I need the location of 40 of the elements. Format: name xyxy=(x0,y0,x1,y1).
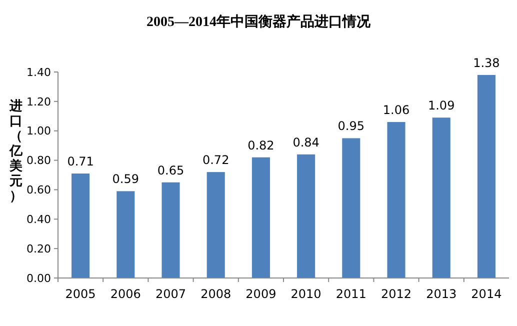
y-tick-label: 0.00 xyxy=(26,272,51,285)
bar xyxy=(116,191,135,278)
x-tick-label: 2006 xyxy=(110,287,141,301)
y-axis-title: 进口（亿美元） xyxy=(8,99,24,204)
x-tick-label: 2009 xyxy=(246,287,276,301)
data-label: 0.72 xyxy=(202,153,230,168)
y-tick-label: 0.20 xyxy=(26,242,51,256)
data-label: 0.65 xyxy=(157,163,184,178)
x-tick-label: 2014 xyxy=(471,287,502,301)
x-tick-label: 2010 xyxy=(290,287,322,301)
bar xyxy=(252,157,270,278)
x-tick-label: 2005 xyxy=(65,287,96,301)
y-tick-label: 0.40 xyxy=(26,212,51,226)
data-label: 0.71 xyxy=(67,154,94,169)
y-tick-label: 1.00 xyxy=(26,124,51,138)
bar xyxy=(206,172,225,278)
bar xyxy=(477,74,496,278)
y-tick-label: 0.80 xyxy=(26,154,51,168)
data-label: 1.09 xyxy=(428,98,455,113)
bar xyxy=(72,174,90,278)
x-tick-label: 2012 xyxy=(380,287,412,301)
bar xyxy=(432,118,450,278)
data-label: 0.59 xyxy=(112,172,140,186)
bar xyxy=(297,154,316,278)
data-label: 1.06 xyxy=(382,103,410,118)
bar xyxy=(387,122,406,278)
x-tick-label: 2008 xyxy=(200,287,232,301)
x-tick-label: 2013 xyxy=(426,287,457,301)
chart-title: 2005—2014年中国衡器产品进口情况 xyxy=(146,13,372,30)
x-tick-label: 2011 xyxy=(336,287,366,301)
y-tick-label: 1.20 xyxy=(26,95,51,108)
data-label: 0.82 xyxy=(248,138,274,152)
x-tick-label: 2007 xyxy=(155,287,186,301)
data-label: 0.95 xyxy=(338,119,365,134)
data-label: 1.38 xyxy=(473,56,500,70)
y-tick-label: 1.40 xyxy=(26,66,51,79)
bar xyxy=(342,138,360,278)
bar xyxy=(162,182,180,278)
y-tick-label: 0.60 xyxy=(26,184,51,197)
data-label: 0.84 xyxy=(292,135,320,150)
